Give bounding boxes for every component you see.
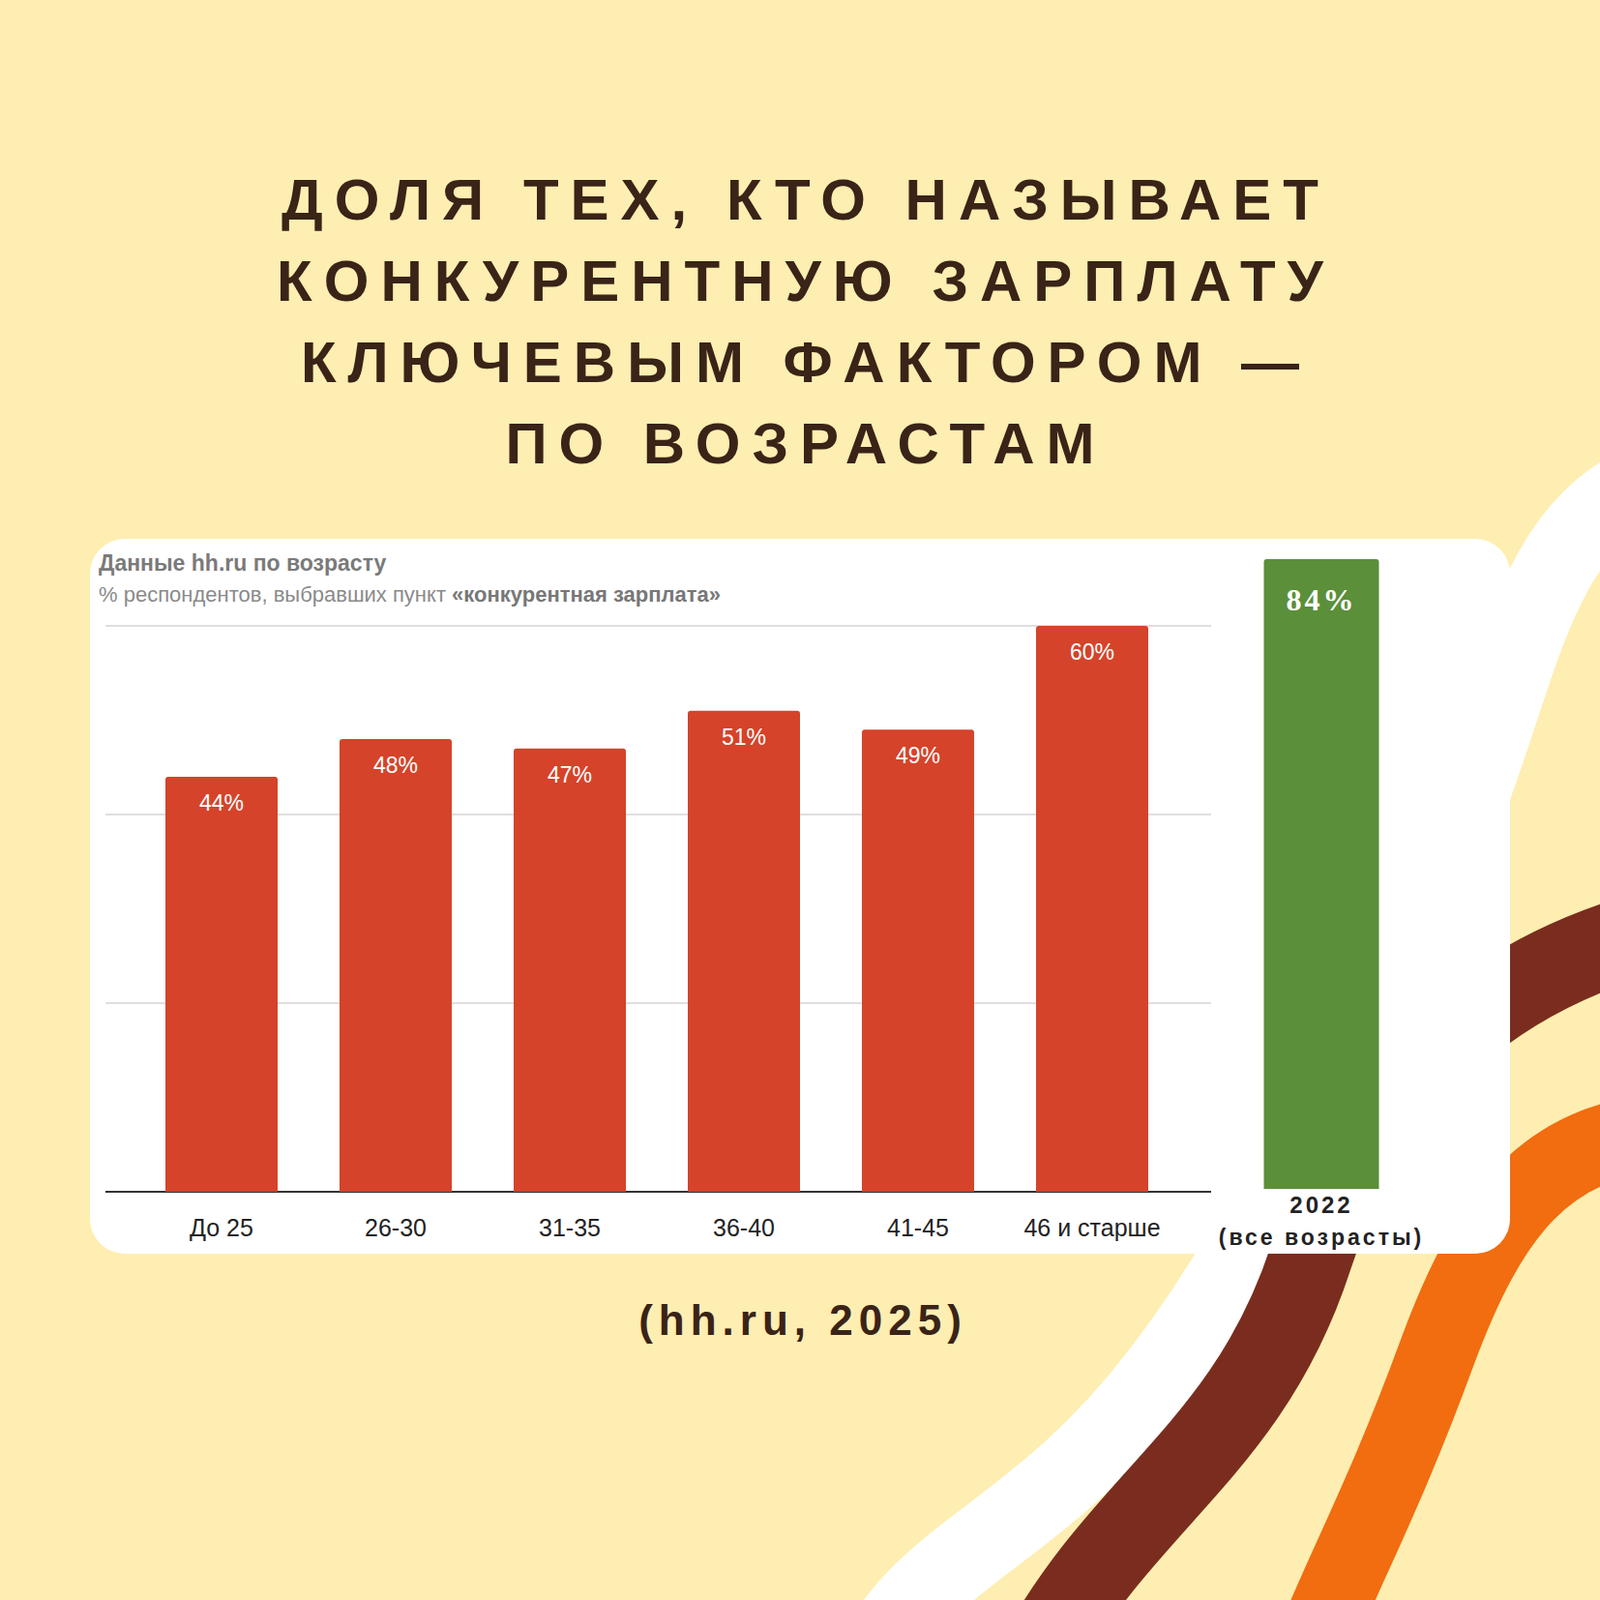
data-label: 48%: [373, 752, 418, 778]
chart: Данные hh.ru по возрасту % респондентов, …: [98, 550, 1212, 1242]
title-line: КОНКУРЕНТНУЮ ЗАРПЛАТУ: [276, 248, 1335, 314]
title-line: КЛЮЧЕВЫМ ФАКТОРОМ —: [300, 329, 1311, 395]
marks: [1264, 559, 1380, 1189]
data-label: 49%: [895, 742, 941, 769]
data-label: 51%: [721, 724, 767, 750]
marks: [165, 625, 1149, 1192]
bar: [1036, 625, 1149, 1192]
data-label: 44%: [199, 790, 244, 816]
x-tick-label: До 25: [189, 1214, 254, 1242]
bar: [687, 711, 800, 1192]
title-line: ДОЛЯ ТЕХ, КТО НАЗЫВАЕТ: [281, 167, 1331, 233]
subtitle-part: % респондентов, выбравших пункт: [98, 582, 452, 607]
x-tick-label: 31-35: [538, 1214, 601, 1242]
bar: [1264, 559, 1380, 1189]
title: ДОЛЯ ТЕХ, КТО НАЗЫВАЕТ КОНКУРЕНТНУЮ ЗАРПЛ…: [276, 167, 1335, 476]
bar: [165, 776, 278, 1192]
x-tick-label: 2022: [1289, 1191, 1353, 1218]
page: ДОЛЯ ТЕХ, КТО НАЗЫВАЕТ КОНКУРЕНТНУЮ ЗАРПЛ…: [0, 0, 1600, 1600]
data-label: 47%: [547, 762, 593, 788]
x-axis-label: (все возрасты): [1218, 1224, 1424, 1250]
background: [0, 0, 1600, 1600]
chart: 84% 2022 (все возрасты): [1218, 559, 1424, 1250]
source: (hh.ru, 2025): [638, 1296, 968, 1344]
subtitle-part: «конкурентная зарплата»: [451, 582, 721, 607]
data-label: 60%: [1069, 639, 1115, 665]
chart-title: Данные hh.ru по возрасту: [98, 550, 386, 576]
chart-subtitle: % респондентов, выбравших пункт «конкуре…: [98, 582, 721, 607]
bar: [861, 729, 975, 1192]
title-line: ПО ВОЗРАСТАМ: [504, 411, 1106, 476]
panel: [89, 538, 1511, 1254]
data-label: 84%: [1286, 582, 1358, 618]
bar: [339, 739, 452, 1192]
x-tick-label: 26-30: [364, 1214, 427, 1242]
bar: [513, 748, 626, 1192]
x-tick-label: 41-45: [887, 1214, 949, 1242]
x-tick-label: 36-40: [712, 1214, 775, 1242]
x-tick-label: 46 и старше: [1023, 1214, 1160, 1242]
